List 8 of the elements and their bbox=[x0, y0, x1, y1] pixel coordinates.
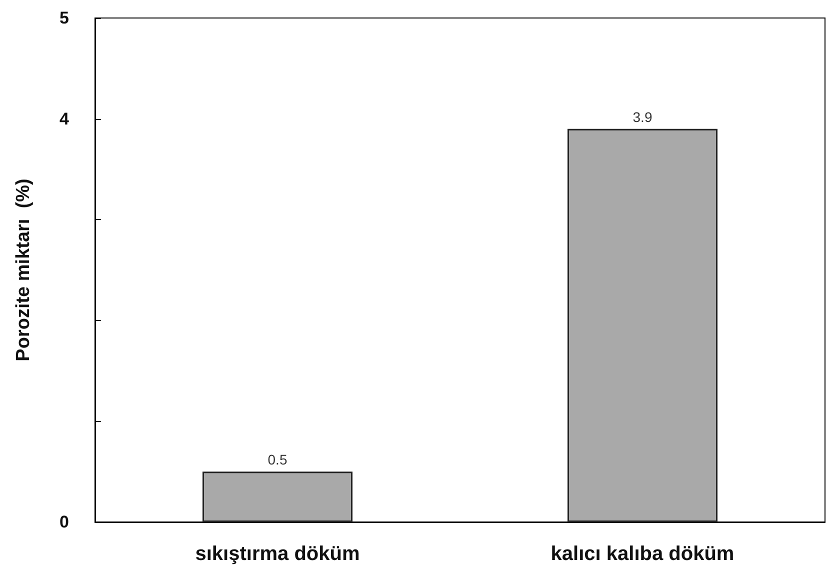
data-label: 3.9 bbox=[632, 108, 652, 125]
y-tick-label: 0 bbox=[60, 512, 69, 532]
x-tick-label: sıkıştırma döküm bbox=[195, 543, 360, 565]
y-tick-label: 4 bbox=[60, 109, 70, 128]
y-axis-title: Porozite miktarı (%) bbox=[13, 178, 34, 362]
y-tick-label: 5 bbox=[60, 8, 69, 28]
x-tick-label: kalıcı kalıba döküm bbox=[550, 543, 734, 565]
data-label: 0.5 bbox=[268, 452, 288, 468]
